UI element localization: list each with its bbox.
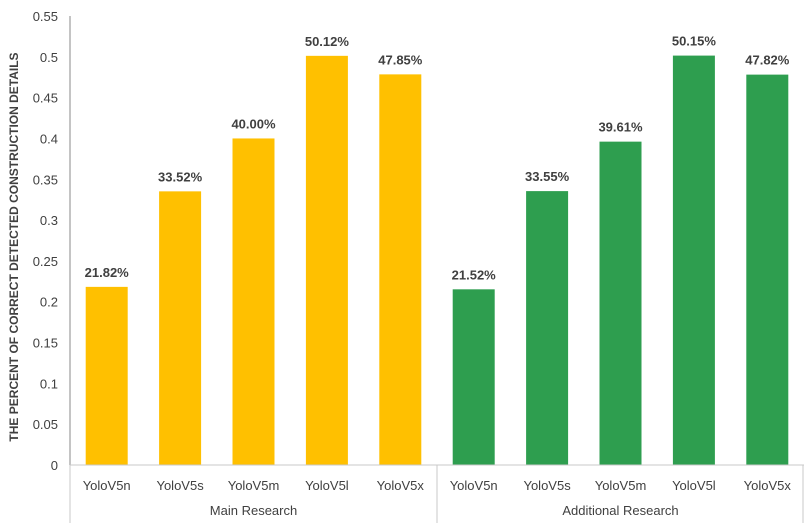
- x-tick-label: YoloV5m: [228, 478, 280, 493]
- data-label: 47.82%: [745, 53, 790, 68]
- x-tick-label: YoloV5x: [377, 478, 425, 493]
- bar: [305, 55, 348, 465]
- y-tick-label: 0.25: [33, 254, 58, 269]
- x-tick-label: YoloV5s: [523, 478, 571, 493]
- y-tick-label: 0.15: [33, 336, 58, 351]
- group-label: Main Research: [210, 503, 297, 518]
- group-label: Additional Research: [562, 503, 678, 518]
- y-tick-label: 0.4: [40, 131, 58, 146]
- y-axis: 0 0.05 0.1 0.15 0.2 0.25 0.3 0.35 0.4 0.45 0.5 0.55: [33, 9, 71, 473]
- data-label: 47.85%: [378, 52, 423, 67]
- x-tick-label: YoloV5l: [305, 478, 349, 493]
- x-axis: YoloV5n YoloV5s YoloV5m YoloV5l YoloV5x YoloV…: [69, 464, 804, 523]
- data-label: 40.00%: [231, 116, 276, 131]
- y-axis-label: THE PERCENT OF CORRECT DETECTED CONSTRUC…: [7, 52, 21, 441]
- x-tick-label: YoloV5n: [83, 478, 131, 493]
- bar: [599, 141, 642, 465]
- y-tick-label: 0.35: [33, 172, 58, 187]
- y-tick-label: 0.55: [33, 9, 58, 24]
- bars: 21.82% 33.52% 40.00% 50.12% 47.85% 21.52% 33.5…: [85, 34, 790, 466]
- data-label: 33.55%: [525, 169, 570, 184]
- y-tick-label: 0.1: [40, 376, 58, 391]
- x-tick-label: YoloV5l: [672, 478, 716, 493]
- y-tick-label: 0.45: [33, 91, 58, 106]
- bar: [746, 74, 789, 466]
- bar: [232, 138, 275, 466]
- data-label: 21.82%: [85, 265, 130, 280]
- y-tick-label: 0.2: [40, 295, 58, 310]
- y-tick-label: 0.3: [40, 213, 58, 228]
- bar: [85, 286, 128, 465]
- y-tick-label: 0.05: [33, 417, 58, 432]
- bar: [526, 191, 569, 466]
- x-tick-label: YoloV5m: [595, 478, 647, 493]
- data-label: 50.15%: [672, 34, 717, 49]
- bar: [379, 74, 422, 466]
- x-tick-label: YoloV5x: [744, 478, 792, 493]
- data-label: 39.61%: [598, 120, 643, 135]
- data-label: 21.52%: [452, 267, 497, 282]
- bar: [159, 191, 202, 465]
- data-label: 33.52%: [158, 169, 203, 184]
- y-tick-label: 0.5: [40, 50, 58, 65]
- x-tick-label: YoloV5n: [450, 478, 498, 493]
- bar: [452, 289, 495, 465]
- bar: [672, 55, 715, 466]
- data-label: 50.12%: [305, 34, 350, 49]
- x-tick-label: YoloV5s: [156, 478, 204, 493]
- y-tick-label: 0: [51, 458, 58, 473]
